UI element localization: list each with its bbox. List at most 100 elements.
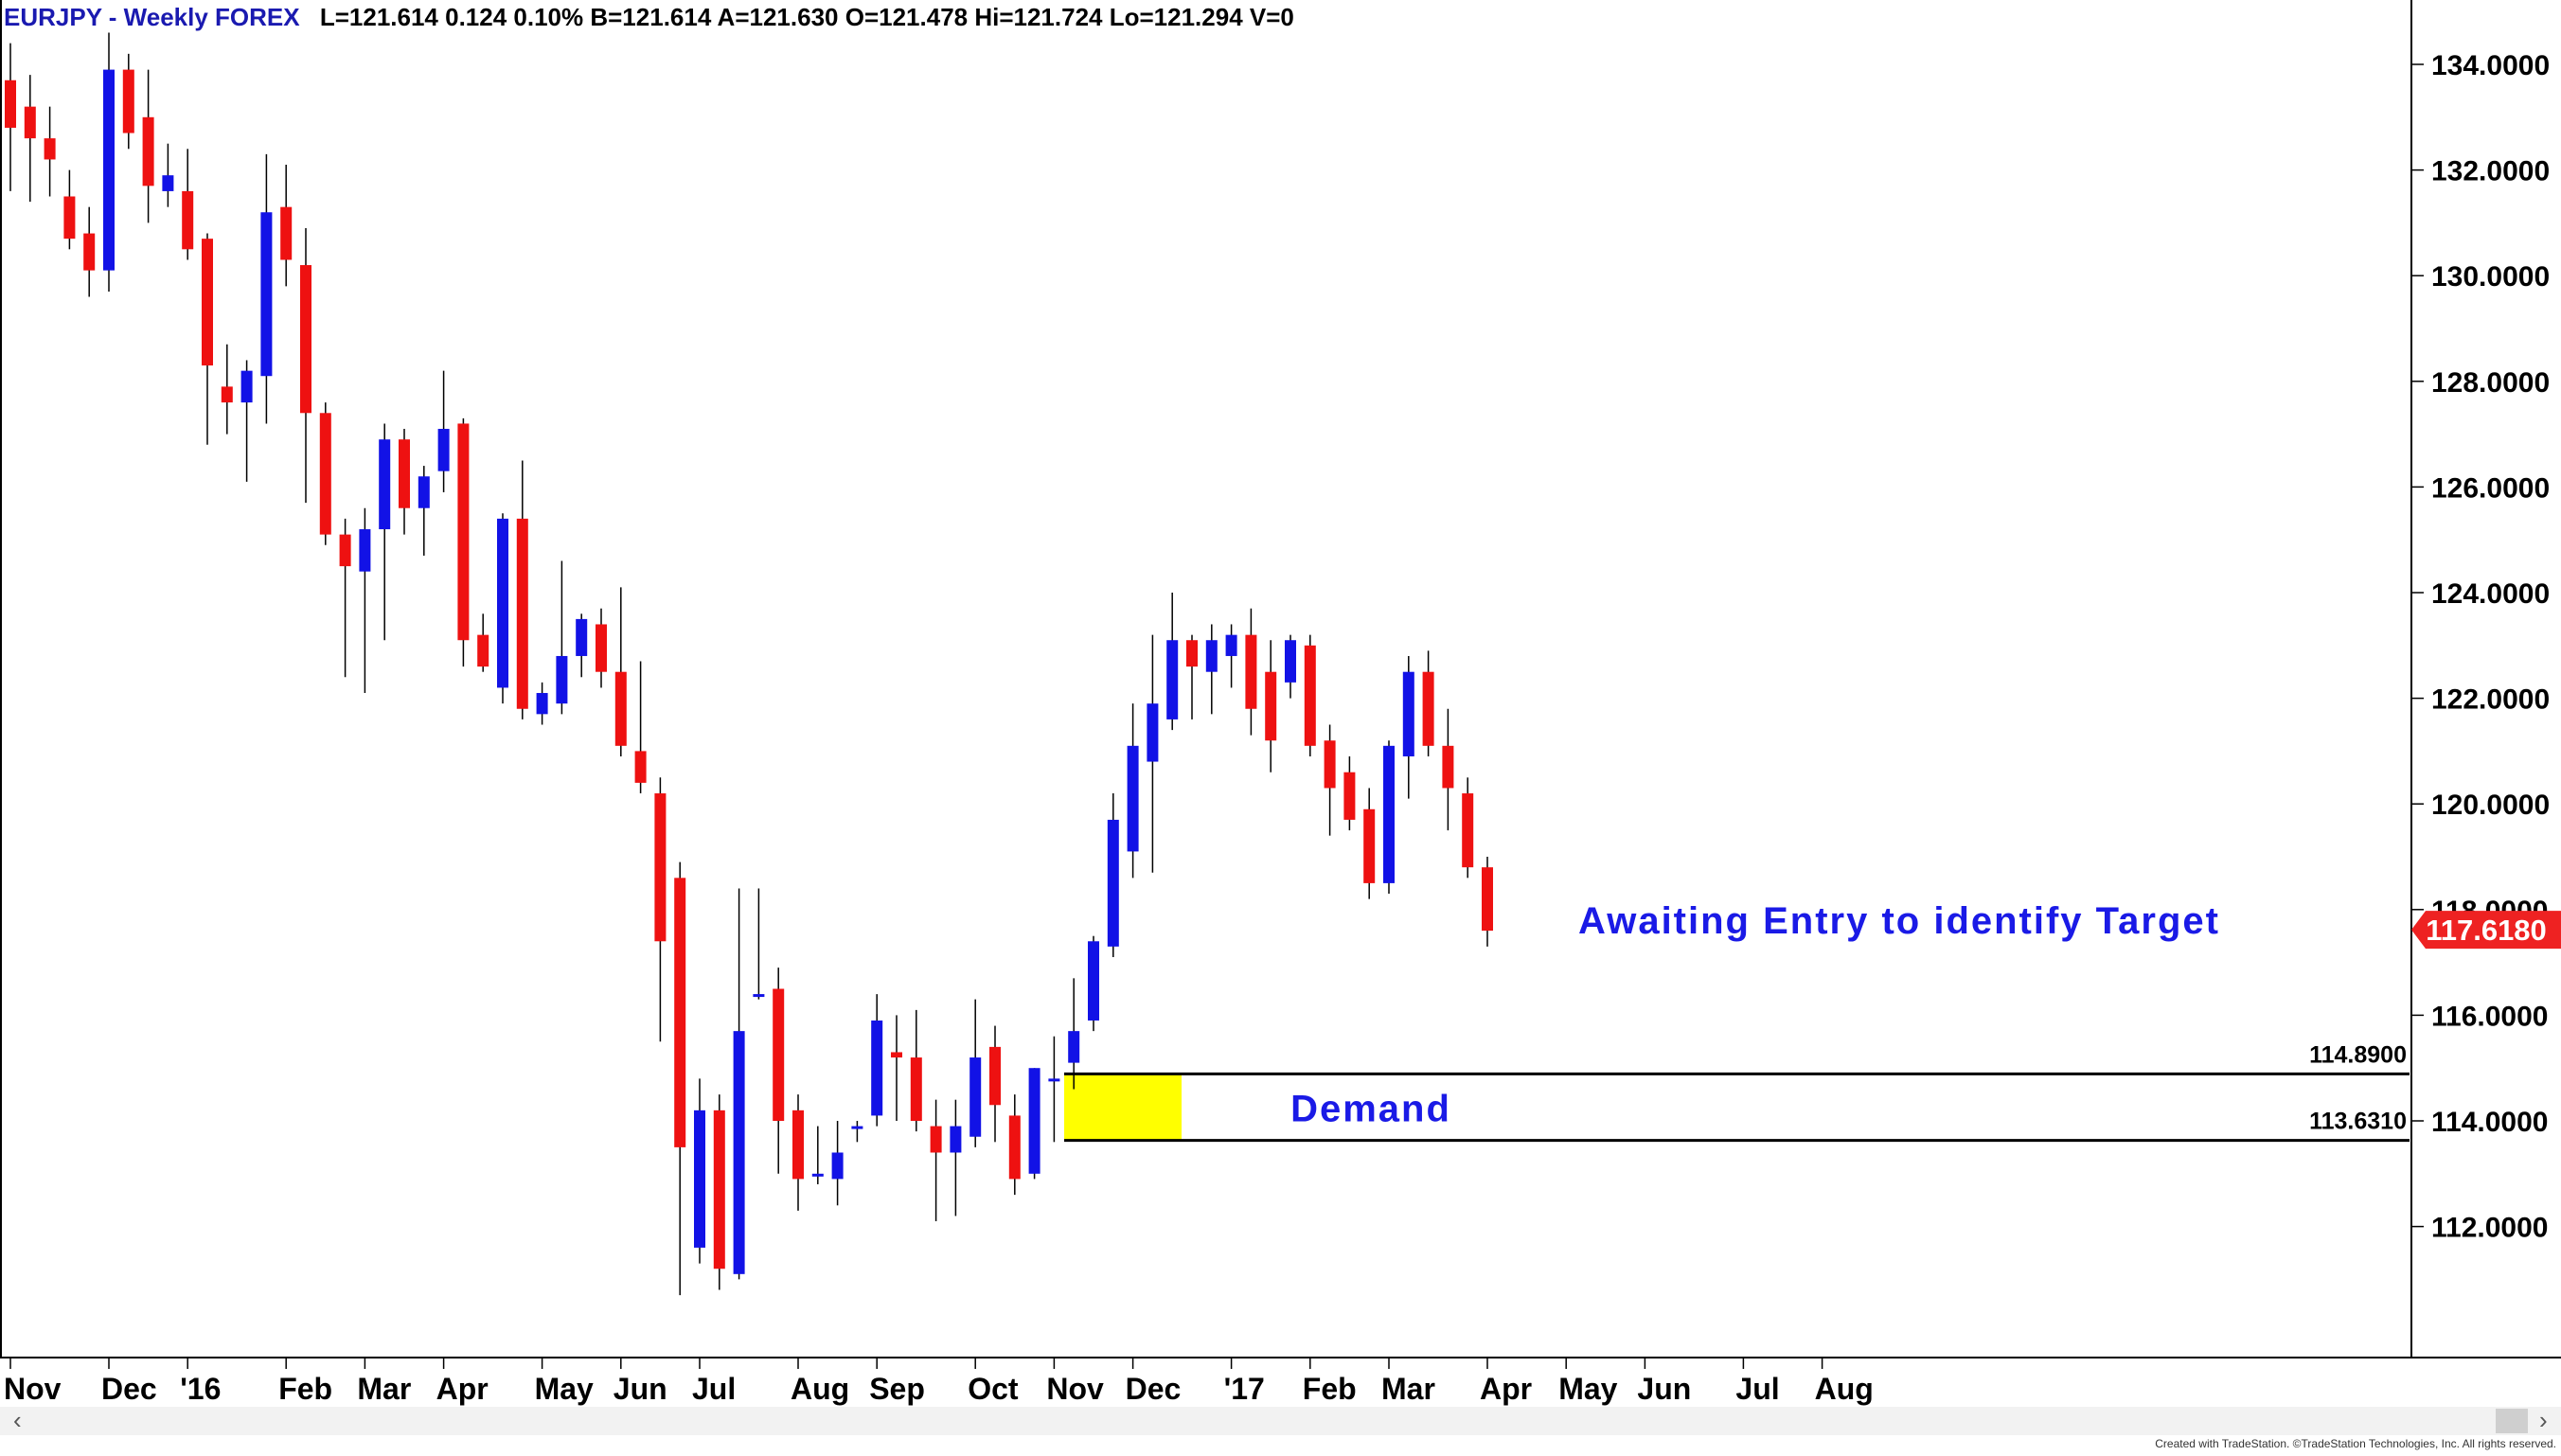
bull-candle-body bbox=[1107, 819, 1119, 947]
candle bbox=[202, 233, 213, 445]
candle bbox=[674, 861, 686, 1296]
bear-candle-body bbox=[5, 80, 16, 128]
scrollbar-thumb[interactable] bbox=[2496, 1409, 2528, 1433]
candle bbox=[969, 999, 982, 1147]
demand-lower-price-label: 113.6310 bbox=[2309, 1109, 2407, 1135]
bull-candle-body bbox=[1127, 745, 1139, 852]
scrollbar-track[interactable] bbox=[0, 1407, 2561, 1435]
bull-candle-body bbox=[851, 1126, 863, 1129]
bull-candle-body bbox=[418, 476, 430, 508]
time-tick-label: May bbox=[535, 1372, 594, 1406]
candle bbox=[1028, 1068, 1040, 1180]
bull-candle-body bbox=[950, 1126, 962, 1153]
candle bbox=[83, 206, 96, 297]
bear-candle-body bbox=[1186, 640, 1198, 667]
demand-zone: 114.8900 113.6310 Demand bbox=[1064, 1041, 2410, 1143]
horizontal-scrollbar[interactable]: ‹ › bbox=[0, 1406, 2561, 1435]
candle bbox=[24, 75, 36, 203]
candle bbox=[773, 968, 785, 1174]
candle bbox=[260, 153, 273, 424]
time-tick-label: Sep bbox=[869, 1372, 925, 1406]
scroll-right-icon[interactable]: › bbox=[2539, 1406, 2548, 1434]
candle bbox=[240, 360, 253, 482]
quote-readout: L=121.614 0.124 0.10% B=121.614 A=121.63… bbox=[320, 3, 1294, 31]
candle bbox=[1422, 650, 1434, 756]
bear-candle-body bbox=[319, 413, 331, 535]
bull-candle-body bbox=[437, 429, 450, 471]
candle bbox=[910, 1009, 922, 1132]
price-tick-label: 112.0000 bbox=[2431, 1213, 2548, 1244]
candle bbox=[1383, 740, 1395, 895]
candle bbox=[516, 460, 528, 719]
candle bbox=[536, 682, 548, 725]
candle bbox=[596, 608, 607, 688]
bear-candle-body bbox=[457, 423, 470, 641]
bear-candle-body bbox=[122, 69, 134, 133]
bear-candle-body bbox=[989, 1046, 1001, 1106]
bull-candle-body bbox=[1225, 634, 1237, 656]
last-price-label: 117.6180 bbox=[2426, 914, 2547, 947]
price-tick-label: 132.0000 bbox=[2431, 156, 2550, 187]
bull-candle-body bbox=[240, 370, 253, 403]
last-price-tag bbox=[2411, 911, 2561, 950]
bear-candle-body bbox=[63, 196, 76, 240]
time-tick-label: Jul bbox=[692, 1372, 736, 1406]
bull-candle-body bbox=[733, 1031, 745, 1274]
bull-candle-body bbox=[1402, 671, 1414, 756]
candle bbox=[1068, 978, 1080, 1090]
bear-candle-body bbox=[300, 265, 311, 414]
bear-candle-body bbox=[221, 386, 233, 403]
bear-candle-body bbox=[1245, 634, 1257, 709]
bull-candle-body bbox=[536, 693, 548, 715]
bull-candle-body bbox=[753, 994, 765, 998]
time-tick-label: Apr bbox=[436, 1372, 489, 1406]
candle bbox=[359, 507, 371, 694]
time-tick-label: Dec bbox=[101, 1372, 157, 1406]
bear-candle-body bbox=[910, 1057, 922, 1121]
credit-text: Created with TradeStation. ©TradeStation… bbox=[2155, 1437, 2556, 1450]
bull-candle-body bbox=[103, 69, 115, 271]
candle bbox=[1442, 708, 1454, 831]
candle bbox=[1462, 777, 1474, 879]
candle bbox=[280, 165, 293, 287]
time-tick-label: Jul bbox=[1735, 1372, 1779, 1406]
bear-candle-body bbox=[1265, 671, 1277, 741]
bear-candle-body bbox=[596, 624, 607, 672]
candle bbox=[831, 1121, 844, 1206]
price-tick-label: 116.0000 bbox=[2431, 1001, 2548, 1032]
bull-candle-body bbox=[1285, 640, 1296, 683]
time-tick-label: Feb bbox=[1303, 1372, 1357, 1406]
candle bbox=[753, 888, 765, 1000]
bull-candle-body bbox=[1383, 745, 1395, 883]
scroll-left-icon[interactable]: ‹ bbox=[13, 1406, 22, 1434]
price-tick-label: 128.0000 bbox=[2431, 367, 2550, 399]
candle bbox=[1402, 655, 1414, 799]
candle bbox=[300, 227, 311, 504]
candle bbox=[399, 429, 410, 535]
bear-candle-body bbox=[83, 233, 96, 271]
candle bbox=[1225, 624, 1237, 688]
bull-candle-body bbox=[1147, 703, 1159, 762]
candle bbox=[733, 888, 745, 1280]
candle bbox=[162, 143, 174, 207]
bear-candle-body bbox=[1363, 808, 1376, 883]
bear-candle-body bbox=[1008, 1115, 1021, 1180]
bull-candle-body bbox=[1205, 640, 1218, 672]
candle bbox=[694, 1078, 705, 1264]
bull-candle-body bbox=[871, 1020, 883, 1116]
bull-candle-body bbox=[694, 1110, 705, 1248]
candle bbox=[1205, 624, 1218, 715]
time-tick-label: Aug bbox=[1815, 1372, 1874, 1406]
bull-candle-body bbox=[1048, 1078, 1060, 1082]
candle bbox=[103, 32, 115, 292]
time-tick-label: Dec bbox=[1126, 1372, 1182, 1406]
candle bbox=[556, 560, 568, 715]
candle bbox=[44, 106, 56, 197]
bear-candle-body bbox=[773, 988, 785, 1121]
bear-candle-body bbox=[202, 239, 213, 366]
demand-label: Demand bbox=[1290, 1088, 1451, 1129]
candle bbox=[930, 1099, 942, 1222]
price-tick-label: 122.0000 bbox=[2431, 684, 2550, 716]
